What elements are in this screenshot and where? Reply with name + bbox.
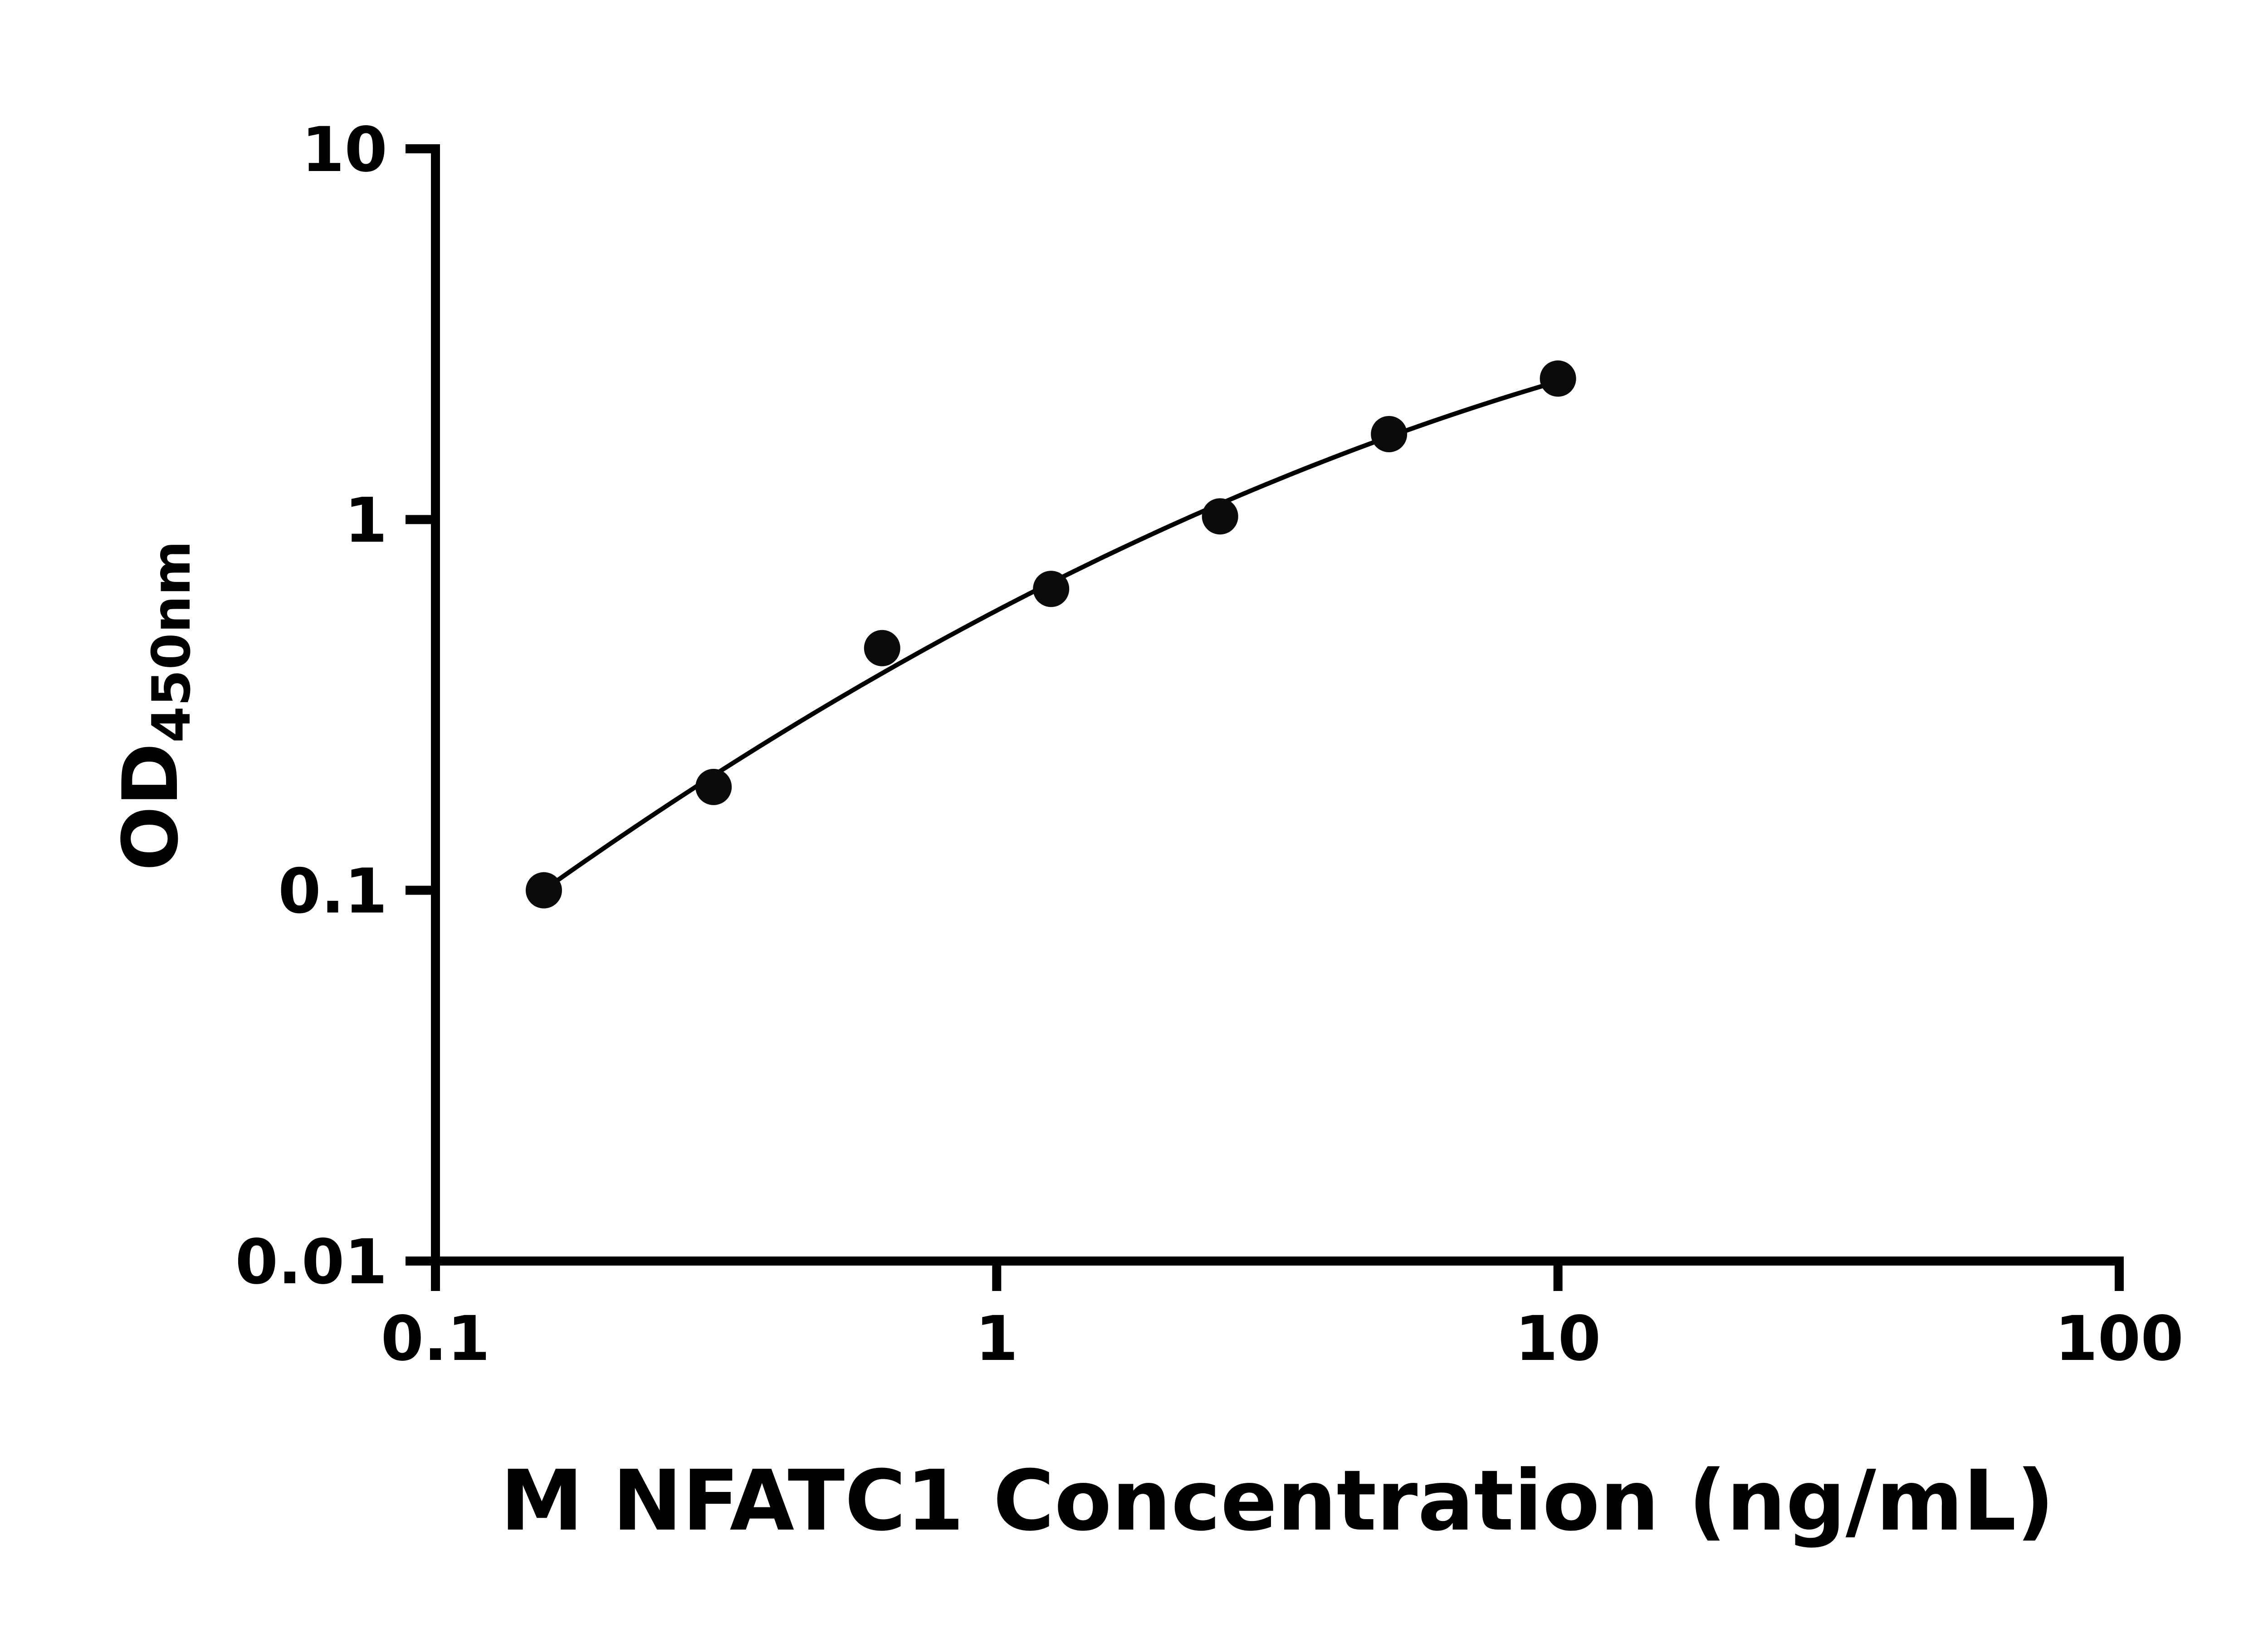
x-axis-title: M NFATC1 Concentration (ng/mL) (500, 1452, 2055, 1550)
y-axis-title: OD450nm (106, 541, 202, 871)
y-tick-label: 0.1 (278, 856, 387, 928)
standard-curve-fit-line (541, 379, 1560, 893)
data-point-marker (864, 630, 900, 666)
x-tick-label: 1 (975, 1303, 1018, 1375)
x-tick-label: 100 (2055, 1303, 2184, 1375)
y-axis-title-subscript: 450nm (141, 541, 202, 743)
y-axis-title-main: OD (106, 743, 195, 871)
data-point-marker (695, 768, 732, 805)
data-point-marker (1033, 571, 1070, 607)
data-point-marker (1202, 498, 1238, 535)
x-tick-label: 0.1 (381, 1303, 490, 1375)
y-tick-label: 10 (302, 114, 387, 186)
x-tick-label: 10 (1515, 1303, 1601, 1375)
y-tick-label: 0.01 (235, 1227, 387, 1298)
data-point-marker (1371, 416, 1408, 452)
data-point-marker (1540, 360, 1576, 397)
data-point-marker (525, 872, 562, 909)
y-tick-label: 1 (344, 485, 387, 557)
